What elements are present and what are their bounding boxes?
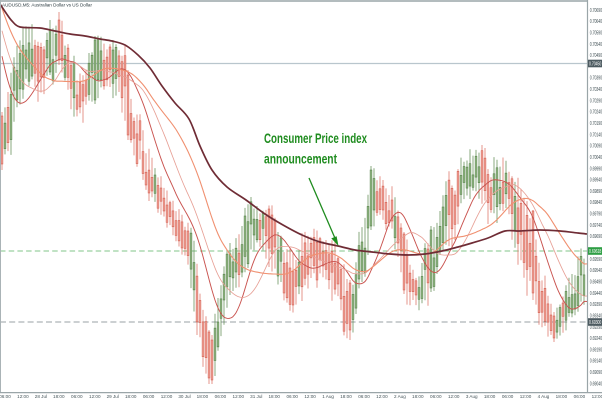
svg-text:0.69240: 0.69240 (590, 336, 602, 342)
svg-text:0.70450: 0.70450 (589, 62, 601, 68)
svg-text:18:00: 18:00 (340, 394, 352, 399)
svg-text:18:00: 18:00 (53, 394, 65, 399)
svg-text:2 Aug: 2 Aug (394, 394, 406, 399)
svg-text:0.69540: 0.69540 (590, 268, 602, 274)
svg-text:06:00: 06:00 (143, 394, 155, 399)
svg-text:18:00: 18:00 (268, 394, 280, 399)
svg-text:18:00: 18:00 (412, 394, 424, 399)
svg-text:0.70340: 0.70340 (590, 87, 602, 93)
svg-text:0.69190: 0.69190 (590, 347, 602, 353)
svg-text:12:00: 12:00 (304, 394, 316, 399)
svg-text:0.69618: 0.69618 (589, 249, 601, 255)
svg-text:31 Jul: 31 Jul (250, 394, 262, 399)
svg-text:0.70290: 0.70290 (590, 98, 602, 104)
svg-text:0.69090: 0.69090 (590, 370, 602, 376)
svg-text:18:00: 18:00 (556, 394, 568, 399)
svg-text:30 Jul: 30 Jul (178, 394, 190, 399)
svg-text:0.69740: 0.69740 (590, 223, 602, 229)
svg-text:0.69290: 0.69290 (590, 325, 602, 331)
svg-text:AUDUSD,M5: Australian Dollar v: AUDUSD,M5: Australian Dollar vs US Dolla… (2, 2, 92, 7)
svg-text:0.70090: 0.70090 (590, 144, 602, 150)
svg-text:0.69890: 0.69890 (590, 189, 602, 195)
svg-text:4 Aug: 4 Aug (538, 394, 550, 399)
svg-text:0.70190: 0.70190 (590, 121, 602, 127)
svg-text:0.70040: 0.70040 (590, 155, 602, 161)
svg-text:0.69940: 0.69940 (590, 178, 602, 184)
svg-text:0.69340: 0.69340 (590, 313, 602, 319)
svg-text:06:00: 06:00 (215, 394, 227, 399)
svg-text:3 Aug: 3 Aug (466, 394, 478, 399)
svg-text:0.70140: 0.70140 (590, 132, 602, 138)
svg-text:1 Aug: 1 Aug (322, 394, 334, 399)
svg-text:06:00: 06:00 (71, 394, 83, 399)
svg-text:0.70390: 0.70390 (590, 76, 602, 82)
svg-text:06:00: 06:00 (430, 394, 442, 399)
svg-text:0.69390: 0.69390 (590, 302, 602, 308)
svg-text:0.69490: 0.69490 (590, 280, 602, 286)
svg-text:0.69040: 0.69040 (590, 381, 602, 387)
svg-text:06:00: 06:00 (358, 394, 370, 399)
svg-text:0.70540: 0.70540 (590, 42, 602, 48)
svg-text:12:00: 12:00 (376, 394, 388, 399)
svg-text:06:00: 06:00 (286, 394, 298, 399)
svg-text:06:00: 06:00 (0, 394, 11, 399)
svg-text:06:00: 06:00 (502, 394, 514, 399)
svg-text:29 Jul: 29 Jul (107, 394, 119, 399)
svg-text:0.70640: 0.70640 (590, 19, 602, 25)
svg-text:18:00: 18:00 (484, 394, 496, 399)
svg-text:0.70590: 0.70590 (590, 30, 602, 36)
svg-text:0.70490: 0.70490 (590, 53, 602, 59)
svg-text:12:00: 12:00 (161, 394, 173, 399)
svg-text:0.69790: 0.69790 (590, 212, 602, 218)
svg-text:0.70240: 0.70240 (590, 110, 602, 116)
svg-text:Consumer Price index: Consumer Price index (264, 130, 367, 146)
svg-text:28 Jul: 28 Jul (35, 394, 47, 399)
svg-text:06:00: 06:00 (574, 394, 586, 399)
svg-text:12:00: 12:00 (17, 394, 29, 399)
svg-text:announcement: announcement (264, 151, 337, 167)
svg-text:12:00: 12:00 (592, 394, 602, 399)
svg-text:0.69690: 0.69690 (590, 234, 602, 240)
svg-text:0.69140: 0.69140 (590, 359, 602, 365)
svg-text:0.69300: 0.69300 (589, 320, 601, 326)
svg-text:0.70690: 0.70690 (590, 8, 602, 14)
svg-text:0.69440: 0.69440 (590, 291, 602, 297)
svg-text:12:00: 12:00 (89, 394, 101, 399)
svg-text:0.69590: 0.69590 (590, 257, 602, 263)
svg-text:18:00: 18:00 (125, 394, 137, 399)
svg-text:12:00: 12:00 (520, 394, 532, 399)
svg-text:12:00: 12:00 (233, 394, 245, 399)
svg-text:0.69990: 0.69990 (590, 166, 602, 172)
svg-text:0.69840: 0.69840 (590, 200, 602, 206)
svg-text:18:00: 18:00 (197, 394, 209, 399)
svg-text:12:00: 12:00 (448, 394, 460, 399)
